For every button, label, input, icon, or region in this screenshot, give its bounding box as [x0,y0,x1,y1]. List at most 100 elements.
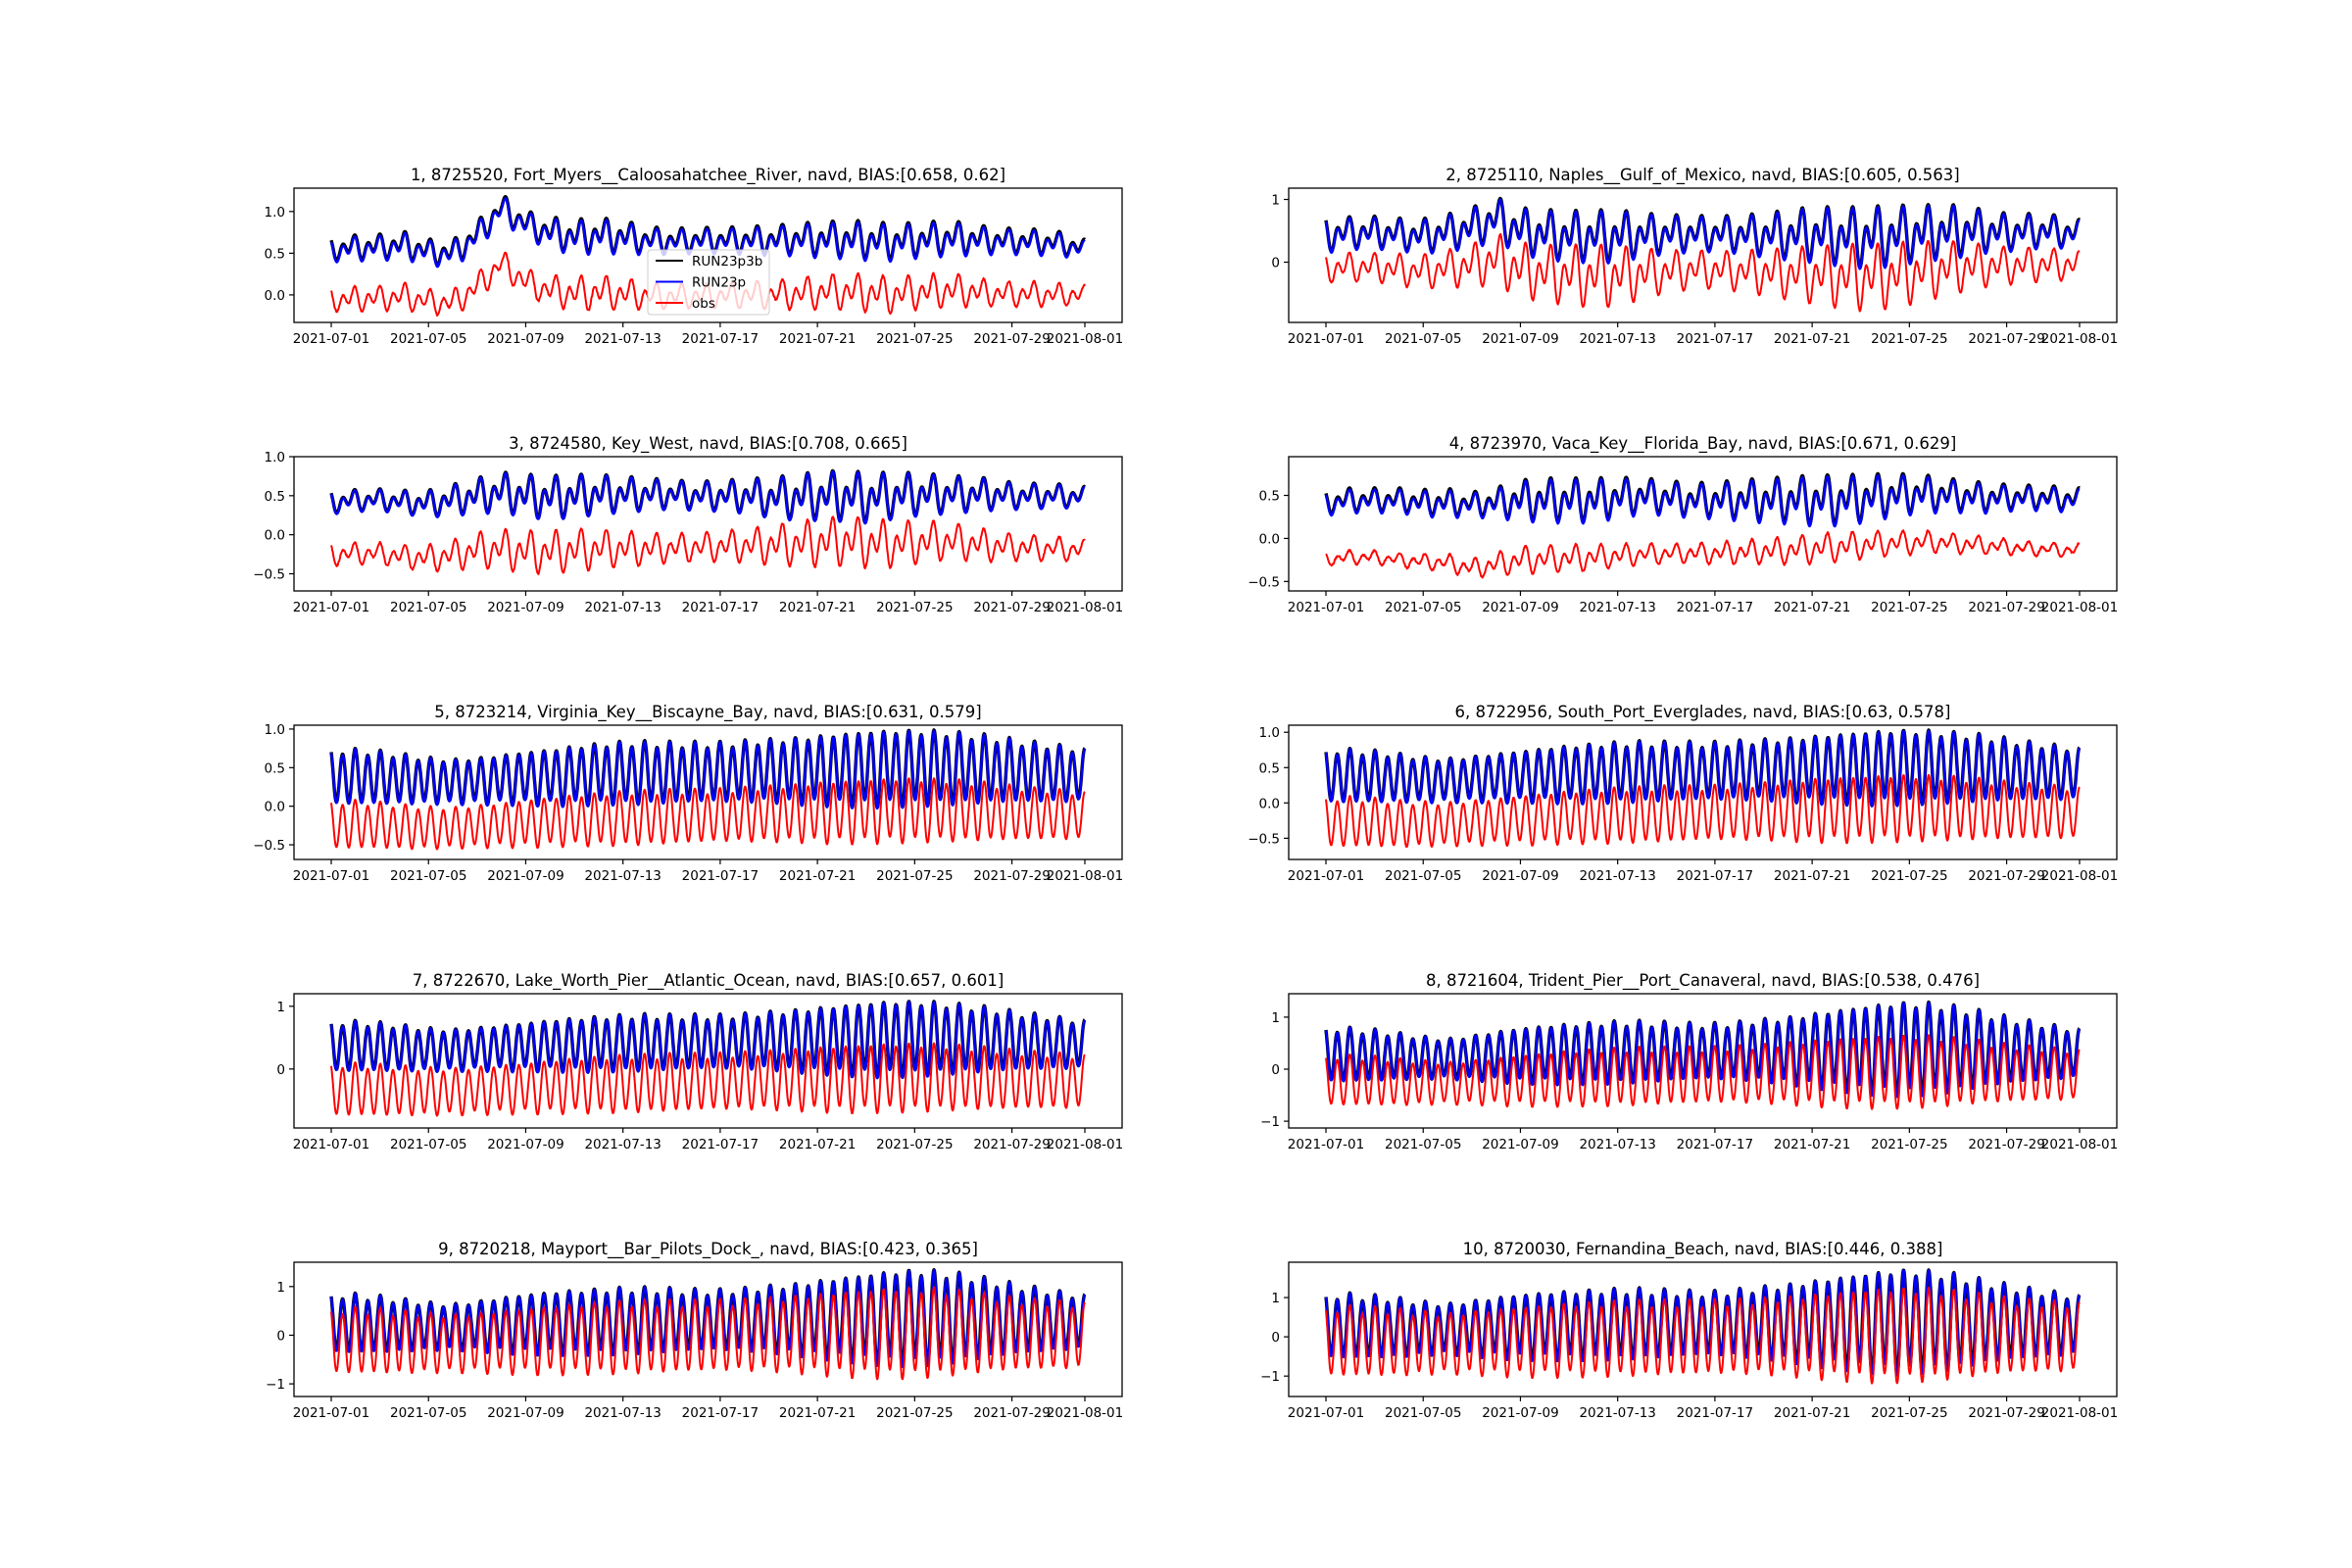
ytick-label: 1 [1271,193,1280,209]
ytick-label: 1 [276,1000,285,1015]
xtick-label: 2021-07-05 [390,868,466,884]
series-group [1324,1268,2082,1385]
xtick-label: 2021-07-17 [1677,868,1753,884]
ytick-label: −0.5 [1248,831,1280,847]
subplot-10: 10, 8720030, Fernandina_Beach, navd, BIA… [1260,1240,2118,1421]
xtick-label: 2021-07-13 [584,868,661,884]
xtick-label: 2021-07-17 [1677,600,1753,615]
xtick-label: 2021-07-13 [1579,1137,1655,1152]
subplot-9: 9, 8720218, Mayport__Bar_Pilots_Dock_, n… [266,1240,1123,1421]
xtick-label: 2021-07-21 [1774,331,1850,347]
series-line-obs [1325,1034,2081,1110]
ytick-label: −1 [1260,1114,1280,1130]
series-line-RUN23p [1324,1001,2081,1099]
xtick-label: 2021-07-17 [1677,1137,1753,1152]
xtick-label: 2021-07-01 [1288,331,1364,347]
series-group [1324,196,2082,313]
xtick-label: 2021-07-05 [1385,600,1461,615]
xtick-label: 2021-07-01 [1288,1405,1364,1421]
xtick-label: 2021-07-13 [1579,331,1655,347]
xtick-label: 2021-07-13 [584,1137,661,1152]
ytick-label: 1.0 [265,450,285,466]
xtick-label: 2021-07-09 [1482,600,1558,615]
ytick-label: 0.5 [265,246,285,262]
xtick-label: 2021-07-29 [973,1137,1050,1152]
xtick-label: 2021-07-01 [1288,1137,1364,1152]
series-line-RUN23p [329,1268,1086,1368]
xtick-label: 2021-07-17 [682,600,759,615]
xtick-label: 2021-07-09 [1482,1405,1558,1421]
xtick-label: 2021-08-01 [1047,331,1123,347]
xtick-label: 2021-07-17 [1677,331,1753,347]
xtick-label: 2021-07-21 [1774,1137,1850,1152]
xtick-label: 2021-07-17 [682,868,759,884]
subplot-4: 4, 8723970, Vaca_Key__Florida_Bay, navd,… [1248,434,2118,615]
xtick-label: 2021-07-21 [779,1137,856,1152]
ytick-label: 1 [1271,1010,1280,1026]
xtick-label: 2021-07-01 [293,331,369,347]
xtick-label: 2021-07-25 [1871,331,1947,347]
xtick-label: 2021-07-17 [682,1405,759,1421]
ytick-label: 0.0 [1259,796,1280,811]
series-line-obs [330,1042,1086,1117]
axes-frame [1288,993,2118,1129]
legend-box [647,249,770,316]
axes-frame [1288,1261,2118,1397]
ytick-label: 1 [1271,1291,1280,1306]
xtick-label: 2021-07-25 [1871,1137,1947,1152]
xtick-label: 2021-07-21 [779,331,856,347]
xtick-label: 2021-07-21 [1774,1405,1850,1421]
series-group [329,728,1087,851]
xtick-label: 2021-07-01 [293,868,369,884]
xtick-label: 2021-07-29 [1968,1405,2044,1421]
subplot-title: 5, 8723214, Virginia_Key__Biscayne_Bay, … [434,703,981,722]
subplot-title: 7, 8722670, Lake_Worth_Pier__Atlantic_Oc… [413,971,1004,991]
xtick-label: 2021-07-05 [390,331,466,347]
series-line-obs [1325,529,2081,579]
xtick-label: 2021-07-01 [1288,600,1364,615]
subplot-2: 2, 8725110, Naples__Gulf_of_Mexico, navd… [1271,166,2118,347]
subplot-title: 4, 8723970, Vaca_Key__Florida_Bay, navd,… [1449,434,1957,454]
ytick-label: −0.5 [253,566,285,582]
ytick-label: 0.5 [1259,760,1280,776]
series-line-obs [330,1286,1086,1381]
xtick-label: 2021-07-25 [876,331,953,347]
xtick-label: 2021-07-09 [487,1405,564,1421]
series-line-RUN23p [329,1001,1086,1080]
ytick-label: 0.0 [1259,531,1280,547]
xtick-label: 2021-07-01 [293,1405,369,1421]
xtick-label: 2021-07-13 [1579,868,1655,884]
axes-frame [293,187,1123,323]
xtick-label: 2021-07-09 [1482,868,1558,884]
xtick-label: 2021-07-13 [1579,600,1655,615]
xtick-label: 2021-07-13 [1579,1405,1655,1421]
xtick-label: 2021-07-25 [1871,1405,1947,1421]
series-group [329,1267,1087,1381]
subplot-5: 5, 8723214, Virginia_Key__Biscayne_Bay, … [253,703,1123,884]
xtick-label: 2021-08-01 [2041,868,2118,884]
xtick-label: 2021-07-05 [390,1137,466,1152]
xtick-label: 2021-08-01 [1047,1405,1123,1421]
ytick-label: −1 [1260,1369,1280,1385]
ytick-label: −0.5 [253,838,285,854]
xtick-label: 2021-07-25 [876,1137,953,1152]
xtick-label: 2021-07-01 [1288,868,1364,884]
xtick-label: 2021-07-01 [293,1137,369,1152]
subplot-6: 6, 8722956, South_Port_Everglades, navd,… [1248,703,2118,884]
xtick-label: 2021-07-29 [973,868,1050,884]
ytick-label: 0 [276,1062,285,1078]
xtick-label: 2021-08-01 [2041,331,2118,347]
xtick-label: 2021-07-21 [1774,600,1850,615]
xtick-label: 2021-07-29 [1968,331,2044,347]
xtick-label: 2021-07-05 [1385,331,1461,347]
ytick-label: 1 [276,1280,285,1296]
subplot-1: 1, 8725520, Fort_Myers__Caloosahatchee_R… [265,166,1124,347]
series-line-obs [1325,233,2081,313]
series-group [1324,471,2082,579]
xtick-label: 2021-08-01 [1047,600,1123,615]
subplot-3: 3, 8724580, Key_West, navd, BIAS:[0.708,… [253,434,1123,615]
axes-frame [1288,456,2118,592]
series-line-RUN23p [1324,1269,2081,1377]
xtick-label: 2021-07-29 [1968,1137,2044,1152]
